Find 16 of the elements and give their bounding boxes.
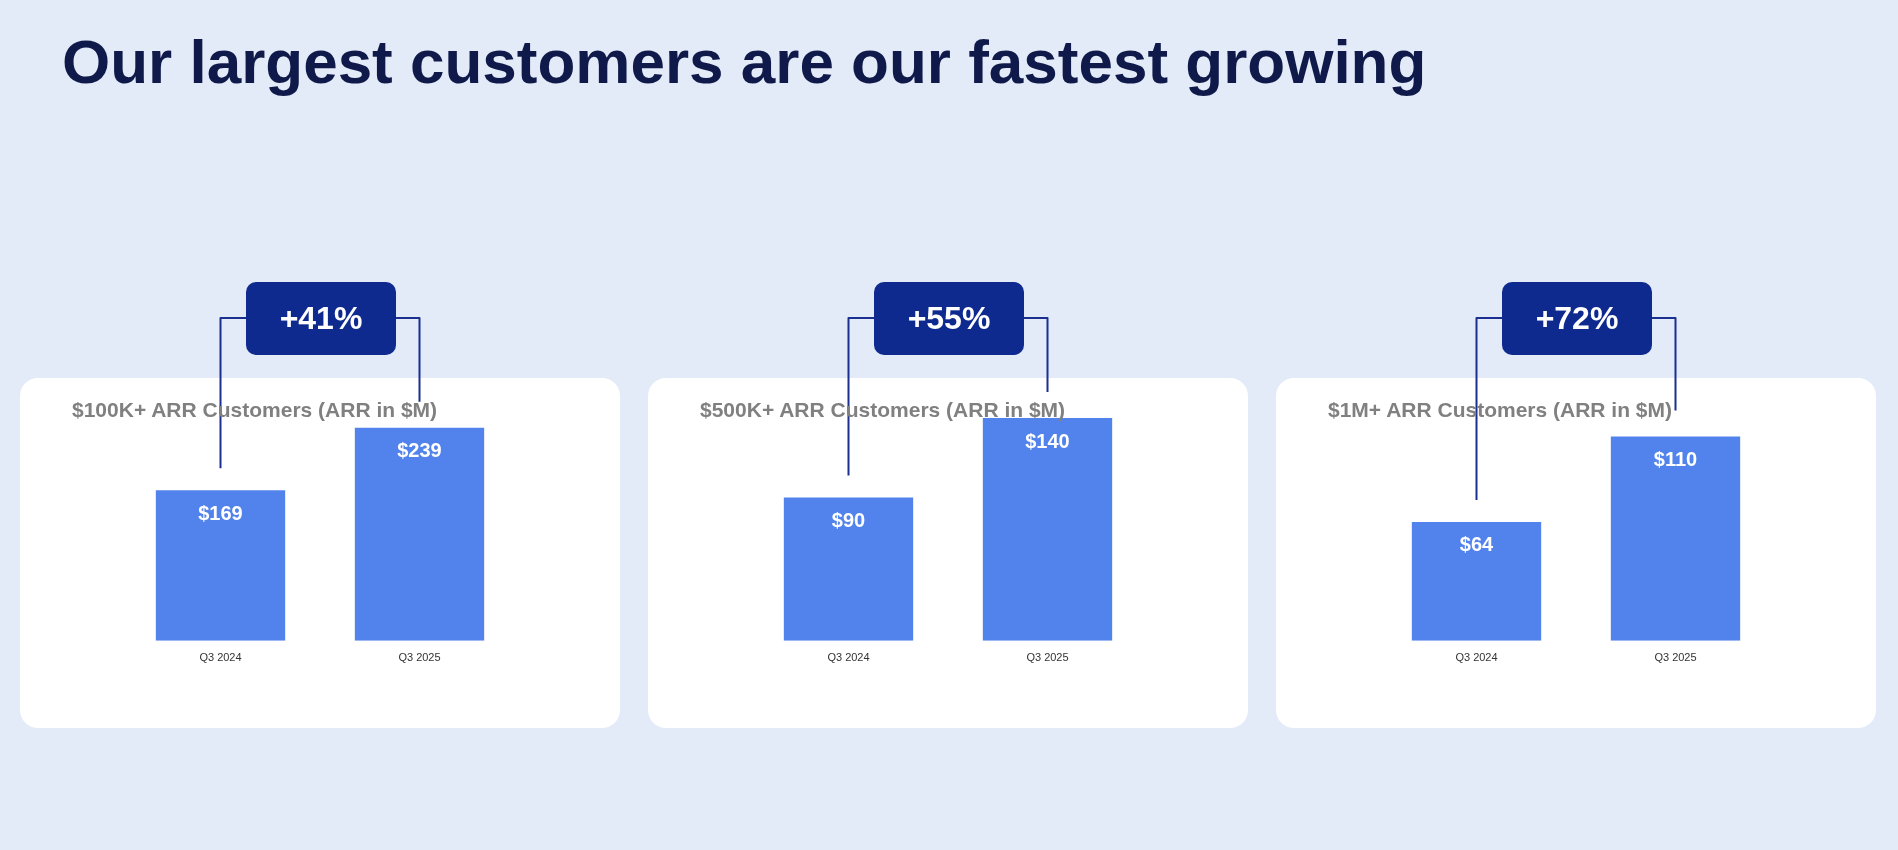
data-label: $64 bbox=[1459, 533, 1495, 556]
data-label: $169 bbox=[198, 501, 243, 524]
x-tick-label: Q3 2024 bbox=[827, 651, 870, 664]
data-label: $239 bbox=[397, 439, 442, 462]
x-tick-label: Q3 2025 bbox=[1654, 651, 1697, 664]
text: +72% bbox=[1502, 282, 1652, 355]
text: +55% bbox=[874, 282, 1024, 355]
x-tick-label: Q3 2024 bbox=[199, 651, 242, 664]
x-tick-label: Q3 2025 bbox=[398, 651, 441, 664]
data-label: $90 bbox=[831, 509, 866, 532]
x-tick-label: Q3 2025 bbox=[1026, 651, 1069, 664]
text: +41% bbox=[246, 282, 396, 355]
text: Our largest customers are our fastest growing bbox=[62, 26, 1427, 97]
x-tick-label: Q3 2024 bbox=[1455, 651, 1498, 664]
data-label: $110 bbox=[1653, 448, 1698, 471]
data-label: $140 bbox=[1025, 429, 1070, 452]
